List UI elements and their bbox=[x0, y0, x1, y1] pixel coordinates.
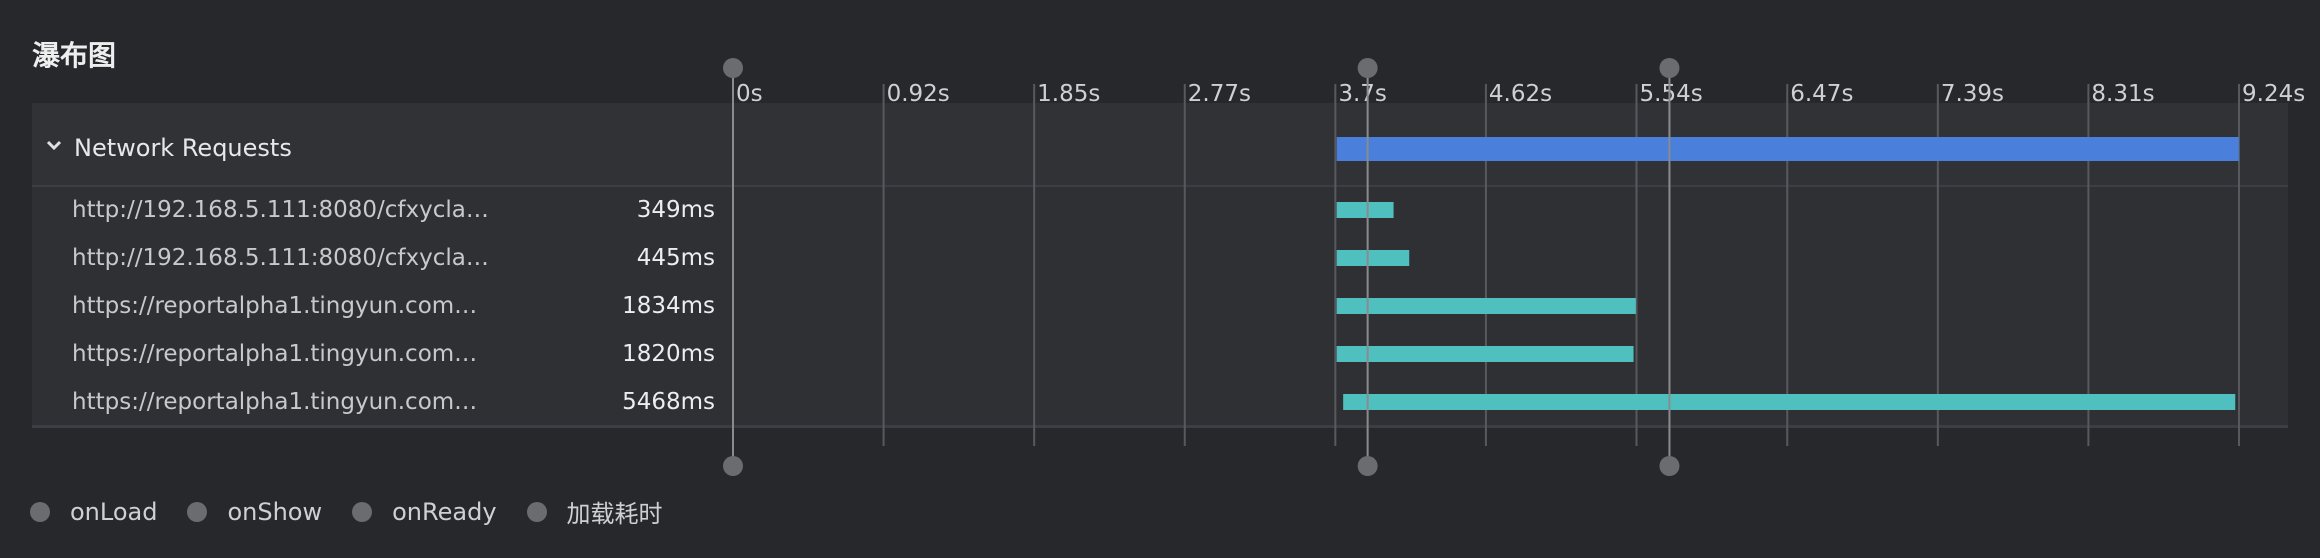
group-bar bbox=[1336, 137, 2239, 161]
tick-label: 6.47s bbox=[1790, 81, 1853, 107]
request-duration: 349ms bbox=[636, 197, 715, 223]
marker-handle-top bbox=[723, 58, 743, 78]
panel-bottom-border bbox=[32, 425, 2288, 428]
request-bar bbox=[1343, 394, 2236, 410]
legend-label: onReady bbox=[392, 497, 497, 526]
request-duration: 1834ms bbox=[622, 293, 715, 319]
legend-label: onLoad bbox=[70, 497, 158, 526]
request-duration: 445ms bbox=[636, 245, 715, 271]
request-duration: 5468ms bbox=[622, 389, 715, 415]
request-bar bbox=[1336, 250, 1410, 266]
legend-marker-icon bbox=[30, 501, 50, 522]
group-label-network-requests[interactable]: Network Requests bbox=[74, 134, 292, 162]
tick-label: 3.7s bbox=[1338, 81, 1387, 107]
legend-marker-icon bbox=[352, 501, 373, 522]
request-row[interactable]: http://192.168.5.111:8080/cfxycla… 349ms bbox=[32, 189, 732, 233]
request-bar bbox=[1336, 298, 1636, 314]
request-bar bbox=[1336, 202, 1394, 218]
marker-handle-top bbox=[1357, 58, 1378, 78]
tick-label: 4.62s bbox=[1489, 81, 1552, 107]
tick-label: 0.92s bbox=[887, 81, 950, 107]
legend-marker-icon bbox=[187, 501, 208, 522]
legend-marker-icon bbox=[526, 501, 547, 522]
legend-item-onload[interactable]: onLoad bbox=[30, 498, 157, 526]
legend-label: 加载耗时 bbox=[566, 500, 663, 528]
tick-label: 8.31s bbox=[2091, 81, 2154, 107]
request-row[interactable]: https://reportalpha1.tingyun.com… 1820ms bbox=[32, 333, 732, 377]
waterfall-timeline-chart: 0s 0.92s 1.85s 2.77s 3.7s 4.62s 5.54s 6.47s 7.39… bbox=[723, 58, 2305, 476]
tick-label: 9.24s bbox=[2242, 81, 2305, 107]
marker-handle-bottom bbox=[1659, 456, 1680, 476]
request-row[interactable]: http://192.168.5.111:8080/cfxycla… 445ms bbox=[32, 237, 732, 281]
marker-handle-bottom bbox=[1357, 456, 1378, 476]
request-row[interactable]: https://reportalpha1.tingyun.com… 5468ms bbox=[32, 381, 732, 425]
tick-label: 7.39s bbox=[1941, 81, 2004, 107]
marker-handle-top bbox=[1659, 58, 1680, 78]
legend-item-load-time[interactable]: 加载耗时 bbox=[526, 494, 663, 529]
request-duration: 1820ms bbox=[622, 341, 715, 367]
tick-label: 2.77s bbox=[1188, 81, 1251, 107]
marker-handle-bottom bbox=[723, 456, 743, 476]
page-title: 瀑布图 bbox=[32, 39, 117, 72]
tick-label: 1.85s bbox=[1037, 81, 1100, 107]
legend-item-onready[interactable]: onReady bbox=[352, 497, 497, 526]
legend: onLoad onShow onReady 加载耗时 bbox=[30, 494, 693, 529]
tick-label: 0s bbox=[736, 81, 763, 107]
tick-label: 5.54s bbox=[1640, 81, 1703, 107]
legend-label: onShow bbox=[227, 497, 323, 526]
chevron-down-icon[interactable] bbox=[42, 133, 66, 157]
request-bar bbox=[1336, 346, 1634, 362]
legend-item-onshow[interactable]: onShow bbox=[187, 498, 322, 526]
request-row[interactable]: https://reportalpha1.tingyun.com… 1834ms bbox=[32, 285, 732, 329]
